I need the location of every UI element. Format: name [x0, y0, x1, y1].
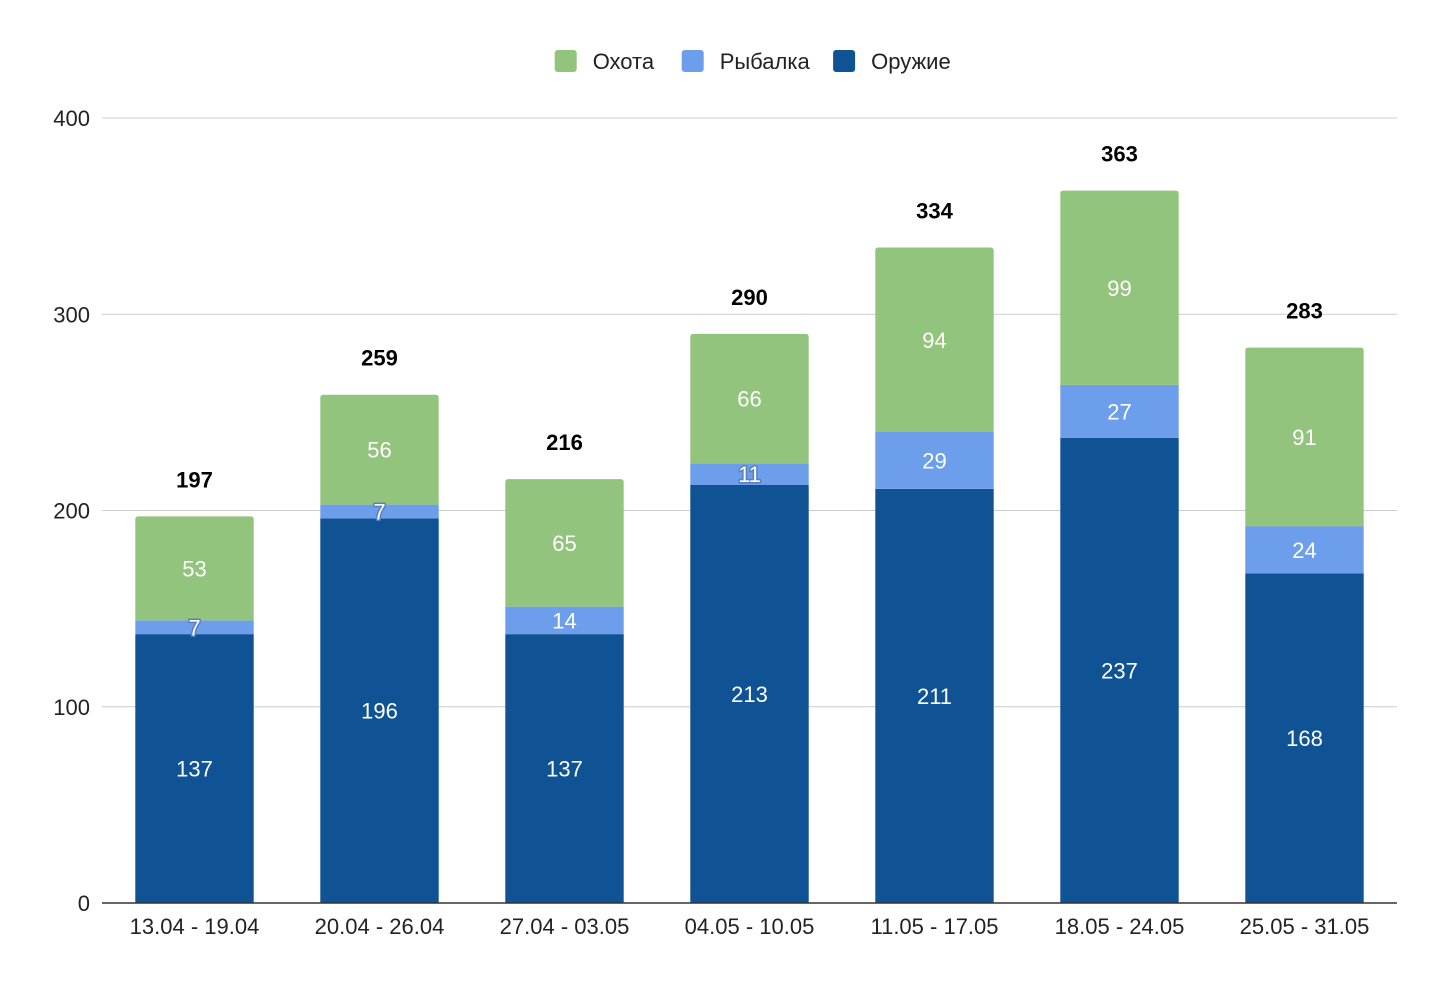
x-tick-label: 27.04 - 03.05	[500, 914, 630, 939]
segment-value-label: 94	[922, 328, 946, 353]
bar-segment	[135, 634, 254, 903]
segment-value-label: 11	[738, 462, 761, 487]
segment-value-label: 56	[367, 438, 391, 463]
bar-segment	[1245, 573, 1364, 903]
segment-value-label: 213	[731, 682, 768, 707]
segment-value-label: 66	[737, 387, 761, 412]
bar-segment	[875, 432, 994, 489]
segment-value-label: 196	[361, 699, 398, 724]
data-labels: 1377753197196775625913714652162131111662…	[176, 142, 1323, 782]
legend-swatch	[681, 50, 704, 72]
segment-value-label: 137	[546, 757, 583, 782]
segment-value-label-halo: 11	[738, 462, 761, 487]
total-value-label: 334	[916, 199, 953, 224]
x-tick-label: 20.04 - 26.04	[315, 914, 445, 939]
bar-segment	[1245, 526, 1364, 574]
x-tick-label: 11.05 - 17.05	[870, 914, 998, 939]
total-value-label: 283	[1286, 299, 1323, 324]
segment-value-label: 24	[1292, 538, 1316, 563]
bar-segment	[875, 488, 994, 903]
x-tick-label: 04.05 - 10.05	[685, 914, 815, 939]
segment-value-label: 99	[1107, 276, 1131, 301]
bar-segment	[505, 634, 624, 903]
bar-segment	[690, 463, 809, 485]
y-tick-label: 0	[78, 891, 90, 916]
segment-value-label-halo: 7	[373, 499, 385, 524]
segment-value-label: 237	[1101, 658, 1138, 683]
bar-segment	[690, 333, 809, 464]
bar-segment	[1060, 190, 1179, 385]
bar-segment	[1060, 384, 1179, 438]
segment-value-label: 137	[176, 757, 213, 782]
x-tick-label: 18.05 - 24.05	[1055, 914, 1185, 939]
bar-segment	[505, 479, 624, 607]
segment-value-label: 65	[552, 531, 576, 556]
segment-value-label: 27	[1107, 399, 1131, 424]
bar-segment	[320, 504, 439, 519]
segment-value-label-halo: 7	[188, 615, 200, 640]
segment-value-label: 29	[922, 448, 946, 473]
segment-value-label: 53	[182, 556, 206, 581]
bars	[135, 190, 1364, 903]
axes: 0 100 200 300 400 13.04 - 19.04 20.04 - 26.04 2…	[53, 106, 1397, 939]
y-tick-label: 400	[53, 106, 90, 131]
bar-segment	[135, 516, 254, 621]
segment-value-label: 7	[188, 615, 200, 640]
legend-swatch	[833, 50, 856, 72]
segment-value-label: 168	[1286, 726, 1323, 751]
total-value-label: 259	[361, 346, 398, 371]
bar-segment	[875, 247, 994, 432]
segment-value-label: 7	[373, 499, 385, 524]
segment-value-label: 211	[917, 684, 952, 709]
bar-segment	[320, 518, 439, 903]
bar-segment	[505, 606, 624, 635]
x-tick-label: 25.05 - 31.05	[1240, 914, 1370, 939]
y-tick-label: 100	[53, 695, 90, 720]
bar-segment	[320, 394, 439, 505]
bar-segment	[1245, 347, 1364, 527]
total-value-label: 290	[731, 285, 768, 310]
y-tick-label: 300	[53, 302, 90, 327]
x-tick-label: 13.04 - 19.04	[130, 914, 260, 939]
bar-segment	[135, 620, 254, 635]
legend-label: Охота	[593, 49, 655, 74]
legend-label: Оружие	[871, 49, 951, 74]
bar-segment	[1060, 437, 1179, 903]
legend-label: Рыбалка	[720, 49, 811, 74]
total-value-label: 363	[1101, 142, 1138, 167]
segment-value-label: 91	[1292, 425, 1316, 450]
bar-segment	[690, 484, 809, 903]
y-tick-label: 200	[53, 499, 90, 524]
total-value-label: 216	[546, 430, 583, 455]
total-value-label: 197	[176, 467, 213, 492]
legend: Охота Рыбалка Оружие	[554, 49, 951, 74]
segment-value-label: 14	[552, 608, 576, 633]
legend-swatch	[554, 50, 577, 72]
